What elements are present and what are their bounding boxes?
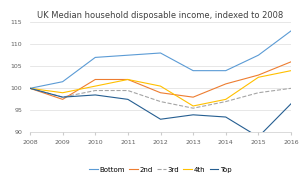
Line: 4th: 4th (30, 71, 291, 106)
4th (289, 70, 293, 72)
Legend: Bottom, 2nd, 3rd, 4th, Top: Bottom, 2nd, 3rd, 4th, Top (86, 164, 235, 175)
2nd (191, 96, 195, 98)
Bottom (159, 52, 162, 54)
4th (256, 76, 260, 78)
Line: Top: Top (30, 88, 291, 137)
Bottom (28, 87, 32, 89)
Top (289, 103, 293, 105)
4th (94, 85, 97, 87)
Top (159, 118, 162, 120)
2nd (28, 87, 32, 89)
Bottom (289, 30, 293, 32)
3rd (159, 100, 162, 103)
2nd (256, 74, 260, 76)
4th (191, 105, 195, 107)
3rd (61, 96, 64, 98)
3rd (94, 89, 97, 92)
Top (224, 116, 228, 118)
Line: 2nd: 2nd (30, 62, 291, 99)
3rd (256, 92, 260, 94)
4th (159, 85, 162, 87)
4th (61, 92, 64, 94)
Line: 3rd: 3rd (30, 88, 291, 108)
3rd (289, 87, 293, 89)
Bottom (191, 70, 195, 72)
4th (28, 87, 32, 89)
3rd (28, 87, 32, 89)
4th (224, 98, 228, 100)
Top (61, 96, 64, 98)
Bottom (224, 70, 228, 72)
2nd (94, 78, 97, 81)
Top (256, 136, 260, 138)
3rd (126, 89, 130, 92)
Title: UK Median household disposable income, indexed to 2008: UK Median household disposable income, i… (38, 11, 284, 20)
2nd (159, 92, 162, 94)
Bottom (256, 54, 260, 56)
Bottom (61, 81, 64, 83)
2nd (61, 98, 64, 100)
Bottom (94, 56, 97, 59)
3rd (191, 107, 195, 109)
2nd (126, 78, 130, 81)
4th (126, 78, 130, 81)
Line: Bottom: Bottom (30, 31, 291, 88)
Top (94, 94, 97, 96)
Top (28, 87, 32, 89)
2nd (289, 61, 293, 63)
2nd (224, 83, 228, 85)
Top (126, 98, 130, 100)
3rd (224, 100, 228, 103)
Bottom (126, 54, 130, 56)
Top (191, 114, 195, 116)
